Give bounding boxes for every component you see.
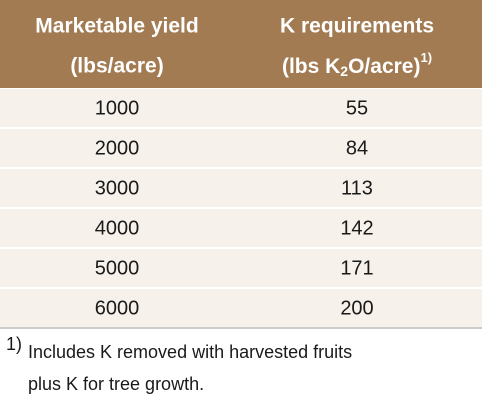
header-background bbox=[0, 0, 482, 88]
header-cell: (lbs K2O/acre)1) bbox=[282, 50, 432, 78]
table-cell: 6000 bbox=[95, 297, 140, 319]
table-cell: 55 bbox=[346, 97, 368, 119]
table-cell: 3000 bbox=[95, 177, 140, 199]
header-cell: Marketable yield bbox=[35, 15, 198, 38]
table-cell: 4000 bbox=[95, 217, 140, 239]
table-cell: 2000 bbox=[95, 137, 140, 159]
header-text: O/acre) bbox=[348, 55, 420, 78]
table-body: 1000 55 2000 84 3000 113 4000 142 5000 171 6000 200 bbox=[0, 89, 482, 327]
table-cell: 84 bbox=[346, 137, 368, 159]
subscript: 2 bbox=[340, 63, 348, 79]
table-cell: 142 bbox=[340, 217, 373, 239]
superscript: 1) bbox=[420, 50, 432, 65]
row-background bbox=[0, 209, 482, 247]
table-cell: 5000 bbox=[95, 257, 140, 279]
header-cell: K requirements bbox=[280, 15, 434, 38]
row-background bbox=[0, 129, 482, 167]
row-background bbox=[0, 169, 482, 207]
header-cell: (lbs/acre) bbox=[70, 55, 163, 78]
table-cell: 200 bbox=[340, 297, 373, 319]
footnote-marker: 1) bbox=[6, 334, 22, 354]
row-background bbox=[0, 289, 482, 327]
footnote-text: plus K for tree growth. bbox=[28, 374, 204, 394]
table-cell: 171 bbox=[340, 257, 373, 279]
row-background bbox=[0, 89, 482, 127]
table-cell: 113 bbox=[341, 177, 373, 199]
footnote-text: Includes K removed with harvested fruits bbox=[28, 342, 352, 362]
table-cell: 1000 bbox=[95, 97, 140, 119]
row-background bbox=[0, 249, 482, 287]
header-text: (lbs K bbox=[282, 55, 340, 78]
